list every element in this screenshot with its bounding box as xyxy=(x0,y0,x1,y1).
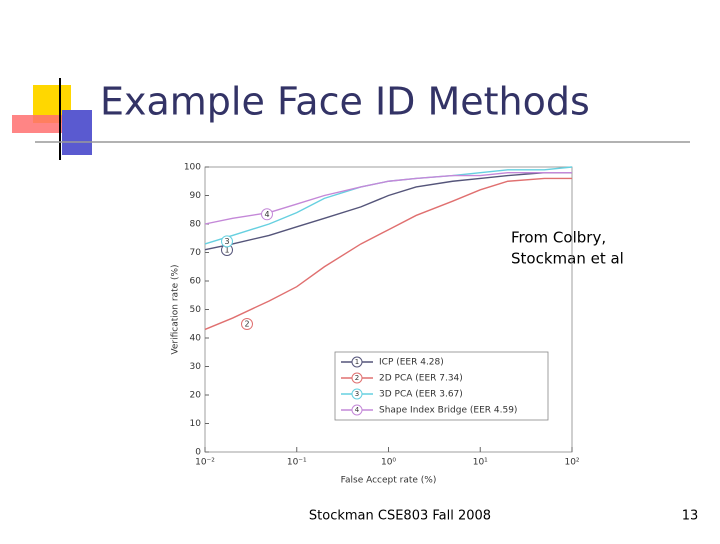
y-tick-label: 10 xyxy=(190,419,202,429)
x-axis-label: False Accept rate (%) xyxy=(341,476,437,486)
series-line xyxy=(204,171,572,251)
series-line xyxy=(204,177,572,331)
chart: 0 10 20 30 40 50 60 70 80 90 100 10⁻² 10⁻¹ 10⁰ 10¹ 10² F… xyxy=(171,163,580,486)
page-number: 13 xyxy=(682,509,699,524)
legend-marker-label: 1 xyxy=(355,358,359,366)
legend-marker-label: 3 xyxy=(355,390,359,398)
curve-marker-label: 4 xyxy=(264,210,269,219)
legend-label: Shape Index Bridge (EER 4.59) xyxy=(379,406,517,416)
footer: Stockman CSE803 Fall 2008 xyxy=(309,509,491,524)
x-tick-label: 10¹ xyxy=(473,458,488,468)
legend-marker xyxy=(351,404,363,416)
y-tick-label: 20 xyxy=(190,391,202,401)
curve-marker-label: 3 xyxy=(224,237,229,246)
y-axis-label: Verification rate (%) xyxy=(171,264,181,354)
curve-marker-label: 2 xyxy=(244,320,249,329)
y-tick-label: 70 xyxy=(190,248,202,258)
curve-marker-label: 1 xyxy=(224,245,229,254)
note-line: From Colbry, xyxy=(511,229,606,247)
curve-marker xyxy=(261,208,273,221)
legend-marker-label: 2 xyxy=(355,374,359,382)
legend-marker-label: 4 xyxy=(355,406,360,414)
legend-label: 3D PCA (EER 3.67) xyxy=(379,390,463,400)
y-tick-label: 60 xyxy=(190,277,202,287)
curve-marker xyxy=(221,235,233,248)
x-tick-label: 10⁻² xyxy=(195,458,215,468)
slide-title: Example Face ID Methods xyxy=(100,80,590,124)
y-tick-label: 50 xyxy=(190,305,202,315)
note-line: Stockman et al xyxy=(511,250,624,268)
deco-red xyxy=(12,115,64,133)
y-tick-label: 0 xyxy=(195,448,201,458)
legend-label: 2D PCA (EER 7.34) xyxy=(379,374,463,384)
y-tick-label: 40 xyxy=(190,334,202,344)
curve-marker xyxy=(241,318,253,331)
legend-marker xyxy=(351,388,363,400)
y-tick-label: 30 xyxy=(190,362,202,372)
legend-marker xyxy=(351,356,363,368)
y-tick-label: 90 xyxy=(190,191,202,201)
y-tick-label: 80 xyxy=(190,220,202,230)
x-tick-label: 10⁻¹ xyxy=(287,458,307,468)
legend-box xyxy=(334,351,549,421)
x-tick-label: 10² xyxy=(564,458,579,468)
x-tick-label: 10⁰ xyxy=(381,458,396,468)
legend-marker xyxy=(351,372,363,384)
deco-blue xyxy=(62,110,92,155)
legend-label: ICP (EER 4.28) xyxy=(379,358,444,368)
y-tick-label: 100 xyxy=(184,163,201,173)
